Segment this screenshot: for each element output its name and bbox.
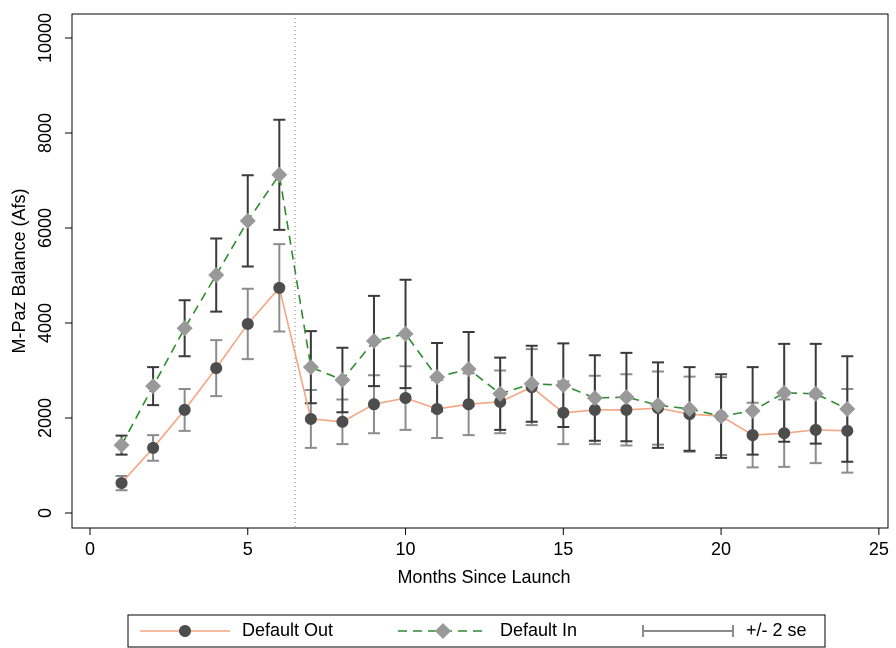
marker — [334, 371, 351, 388]
marker — [523, 375, 540, 392]
legend-marker — [179, 625, 191, 637]
marker — [807, 385, 824, 402]
marker — [618, 389, 635, 406]
x-tick-label: 5 — [243, 539, 253, 559]
marker — [839, 400, 856, 417]
marker — [147, 441, 160, 454]
marker — [620, 403, 633, 416]
marker — [431, 402, 444, 415]
marker — [557, 406, 570, 419]
plot-frame — [71, 13, 889, 529]
y-tick-label: 8000 — [35, 113, 55, 153]
marker — [176, 320, 193, 337]
marker — [367, 398, 380, 411]
marker — [273, 281, 286, 294]
marker — [304, 412, 317, 425]
marker — [462, 398, 475, 411]
marker — [429, 369, 446, 386]
marker — [302, 359, 319, 376]
marker — [145, 378, 162, 395]
marker — [746, 429, 759, 442]
marker — [841, 424, 854, 437]
marker — [460, 361, 477, 378]
marker — [399, 392, 412, 405]
y-tick-label: 6000 — [35, 208, 55, 248]
x-tick-label: 20 — [711, 539, 731, 559]
marker — [776, 384, 793, 401]
marker — [336, 415, 349, 428]
marker — [588, 403, 601, 416]
legend-label: +/- 2 se — [746, 620, 807, 640]
x-axis-label: Months Since Launch — [397, 567, 570, 587]
x-tick-label: 15 — [553, 539, 573, 559]
marker — [365, 333, 382, 350]
marker — [681, 400, 698, 417]
marker — [809, 423, 822, 436]
y-tick-label: 4000 — [35, 303, 55, 343]
marker — [586, 390, 603, 407]
y-tick-label: 0 — [35, 508, 55, 518]
legend-label: Default In — [500, 620, 577, 640]
legend-marker — [435, 623, 451, 639]
marker — [494, 395, 507, 408]
series-line — [120, 172, 848, 446]
y-axis-label: M-Paz Balance (Afs) — [9, 188, 29, 353]
marker — [178, 403, 191, 416]
x-tick-label: 10 — [396, 539, 416, 559]
y-tick-label: 10000 — [35, 13, 55, 63]
marker — [239, 212, 256, 229]
legend-error-bar — [642, 625, 734, 637]
series-line — [120, 286, 848, 484]
marker — [492, 385, 509, 402]
marker — [397, 325, 414, 342]
x-tick-label: 0 — [85, 539, 95, 559]
marker — [113, 437, 130, 454]
legend-box — [127, 614, 826, 648]
marker — [744, 402, 761, 419]
marker — [271, 166, 288, 183]
marker — [115, 477, 128, 490]
marker — [713, 408, 730, 425]
x-tick-label: 25 — [869, 539, 889, 559]
marker — [241, 317, 254, 330]
marker — [210, 362, 223, 375]
y-tick-label: 2000 — [35, 398, 55, 438]
marker — [208, 267, 225, 284]
marker — [555, 377, 572, 394]
legend-label: Default Out — [242, 620, 333, 640]
marker — [649, 397, 666, 414]
marker — [778, 427, 791, 440]
